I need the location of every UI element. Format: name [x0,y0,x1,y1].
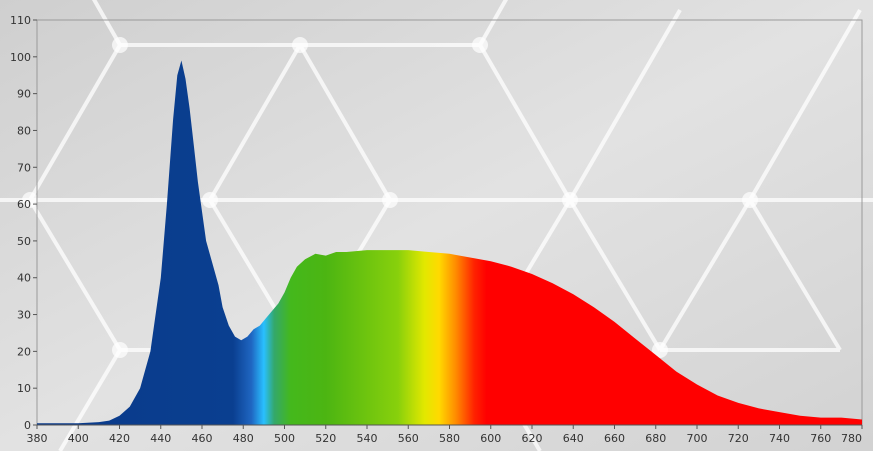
y-tick-label: 60 [17,198,31,211]
x-tick-label: 660 [604,432,625,445]
x-tick-label: 600 [480,432,501,445]
x-tick-label: 780 [841,432,862,445]
x-tick-label: 640 [563,432,584,445]
x-tick-label: 580 [439,432,460,445]
y-tick-label: 20 [17,345,31,358]
y-tick-label: 80 [17,124,31,137]
x-tick-label: 620 [522,432,543,445]
x-tick-label: 400 [68,432,89,445]
y-tick-label: 40 [17,272,31,285]
y-tick-label: 70 [17,161,31,174]
y-tick-label: 90 [17,88,31,101]
y-tick-label: 10 [17,382,31,395]
y-tick-label: 110 [10,14,31,27]
x-tick-label: 680 [645,432,666,445]
x-tick-label: 420 [109,432,130,445]
x-tick-label: 740 [769,432,790,445]
x-tick-label: 480 [233,432,254,445]
y-tick-label: 100 [10,51,31,64]
x-tick-label: 500 [274,432,295,445]
axes: 380 400 420 440 460 480 500 520 540 560 580 600 620 6… [10,14,863,445]
x-tick-label: 700 [687,432,708,445]
y-tick-label: 30 [17,309,31,322]
x-tick-label: 380 [27,432,48,445]
y-tick-label: 0 [24,419,31,432]
x-tick-label: 720 [728,432,749,445]
x-tick-label: 520 [315,432,336,445]
x-tick-label: 460 [192,432,213,445]
spectrum-area [37,60,862,425]
x-tick-label: 760 [810,432,831,445]
y-tick-label: 50 [17,235,31,248]
x-tick-label: 440 [150,432,171,445]
x-tick-label: 540 [357,432,378,445]
x-tick-label: 560 [398,432,419,445]
